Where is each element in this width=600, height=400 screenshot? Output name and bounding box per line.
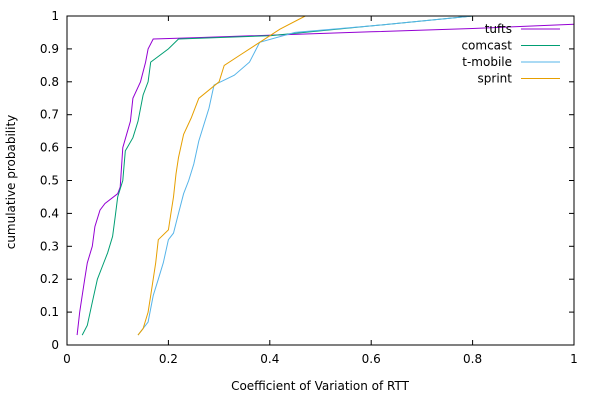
y-tick-label: 0.2 — [40, 272, 59, 286]
series-line-t-mobile — [137, 15, 473, 336]
x-axis-label: Coefficient of Variation of RTT — [231, 379, 410, 393]
x-tick-label: 0.6 — [362, 352, 381, 366]
y-tick-label: 0.1 — [40, 305, 59, 319]
legend-label-tufts: tufts — [485, 22, 512, 36]
plot-lines — [76, 15, 575, 336]
y-tick-label: 0.8 — [40, 75, 59, 89]
legend-label-sprint: sprint — [478, 72, 513, 86]
legend-label-comcast: comcast — [461, 39, 512, 53]
y-tick-label: 0.6 — [40, 141, 59, 155]
legend-label-t-mobile: t-mobile — [462, 55, 512, 69]
y-tick-label: 0.9 — [40, 42, 59, 56]
y-tick-label: 0.5 — [40, 174, 59, 188]
x-tick-label: 0.2 — [159, 352, 178, 366]
y-axis: 0 0.1 0.2 0.3 0.4 0.5 0.6 0.7 0.8 0.9 1 — [40, 9, 574, 352]
y-tick-label: 0 — [51, 338, 59, 352]
legend: tufts comcast t-mobile sprint — [461, 22, 560, 86]
y-tick-label: 0.3 — [40, 239, 59, 253]
y-tick-label: 0.4 — [40, 206, 59, 220]
series-line-sprint — [137, 15, 306, 336]
y-axis-label: cumulative probability — [4, 115, 18, 250]
x-tick-label: 0.4 — [260, 352, 279, 366]
y-tick-label: 1 — [51, 9, 59, 23]
x-axis: 0 0.2 0.4 0.6 0.8 1 — [63, 16, 578, 366]
x-tick-label: 0 — [63, 352, 71, 366]
series-line-comcast — [81, 15, 473, 336]
y-tick-label: 0.7 — [40, 108, 59, 122]
x-tick-label: 0.8 — [463, 352, 482, 366]
series-line-tufts — [76, 23, 575, 336]
x-tick-label: 1 — [570, 352, 578, 366]
